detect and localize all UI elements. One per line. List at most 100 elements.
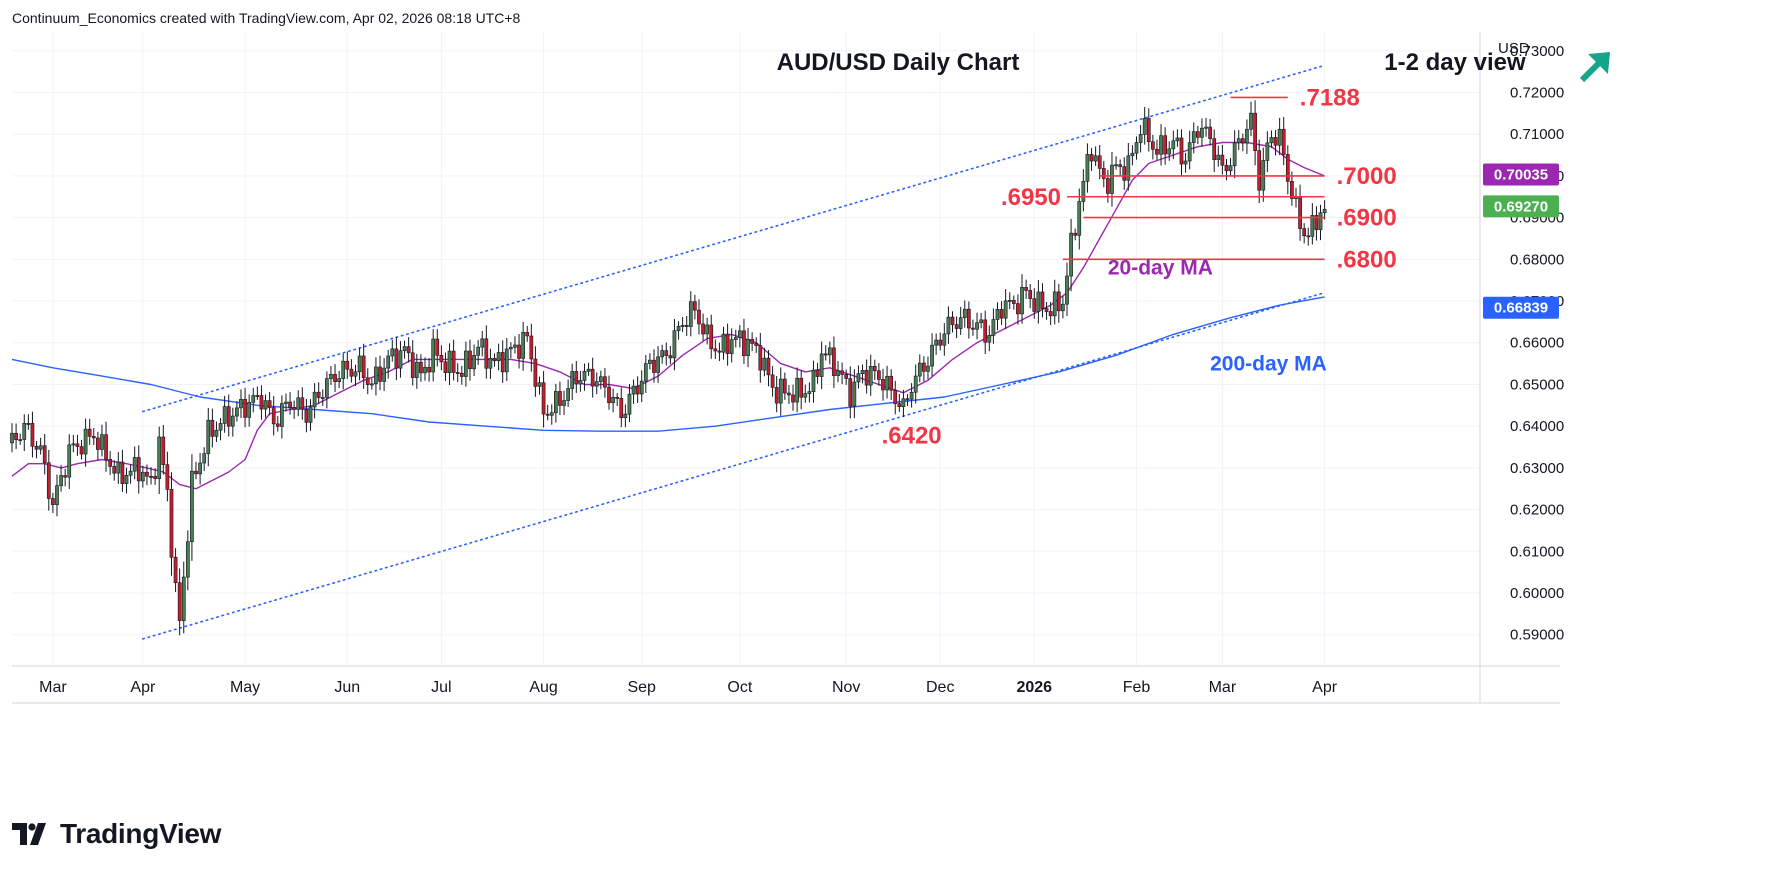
candle-up	[521, 332, 525, 359]
y-tick-label: 0.61000	[1510, 543, 1564, 560]
candle-up	[836, 370, 840, 376]
candle-up	[124, 474, 129, 484]
candle-up	[206, 419, 211, 454]
candle-down	[1179, 137, 1184, 165]
candle-down	[165, 464, 170, 490]
candle-down	[394, 348, 399, 369]
price-badge: 0.66839	[1483, 296, 1559, 319]
candle-down	[770, 374, 775, 388]
candle-up	[132, 457, 137, 472]
candle-down	[104, 434, 108, 460]
x-tick-label: Sep	[627, 679, 656, 696]
chart-subtitle: 1-2 day view	[1384, 49, 1526, 76]
candle-up	[1265, 142, 1270, 161]
candle-down	[782, 378, 787, 394]
candle-up	[325, 378, 329, 398]
candle-down	[120, 461, 125, 484]
price-badge-label: 0.69270	[1494, 198, 1548, 215]
candle-up	[1036, 291, 1041, 312]
candle-down	[112, 466, 117, 474]
candle-down	[1220, 154, 1225, 166]
candle-up	[59, 475, 63, 486]
candle-down	[615, 397, 620, 399]
candle-up	[926, 365, 930, 372]
candle-up	[1167, 148, 1172, 155]
candle-up	[1138, 134, 1143, 143]
y-tick-label: 0.65000	[1510, 376, 1564, 393]
candle-down	[169, 489, 174, 558]
candle-up	[1191, 131, 1196, 143]
price-axis[interactable]: USD0.730000.720000.710000.700000.690000.…	[1498, 40, 1564, 644]
x-tick-label: Feb	[1123, 679, 1151, 696]
candle-up	[71, 443, 76, 446]
candle-up	[627, 393, 632, 415]
candle-down	[1146, 118, 1151, 142]
candle-up	[934, 339, 938, 346]
candle-up	[251, 395, 256, 403]
candle-down	[1240, 138, 1245, 144]
candle-up	[1236, 138, 1241, 144]
candle-up	[672, 330, 677, 359]
tradingview-logo[interactable]: TradingView	[12, 818, 221, 850]
candle-down	[709, 324, 714, 350]
candle-down	[410, 352, 415, 378]
candle-up	[386, 355, 391, 369]
candle-down	[1285, 154, 1290, 182]
y-tick-label: 0.72000	[1510, 84, 1564, 101]
candle-up	[979, 319, 983, 324]
candle-down	[108, 459, 112, 467]
candle-up	[185, 541, 190, 578]
candle-up	[1204, 126, 1208, 129]
candle-up	[337, 378, 341, 383]
candle-up	[382, 367, 386, 382]
candle-up	[308, 406, 313, 423]
candle-down	[533, 358, 538, 387]
y-tick-label: 0.73000	[1510, 43, 1564, 60]
arrow-head	[1588, 52, 1610, 74]
candle-up	[504, 348, 509, 373]
candle-down	[1195, 131, 1200, 138]
candle-down	[333, 374, 337, 383]
candle-down	[590, 368, 595, 387]
candle-down	[877, 370, 881, 380]
candle-up	[230, 415, 235, 427]
brand-name: TradingView	[60, 818, 222, 849]
candle-down	[1302, 228, 1307, 237]
candle-down	[419, 361, 423, 374]
candle-up	[10, 432, 14, 444]
candle-down	[725, 333, 730, 354]
candle-up	[562, 400, 566, 406]
candle-up	[488, 358, 493, 369]
candle-up	[819, 353, 824, 377]
candle-down	[1056, 291, 1061, 312]
candle-down	[799, 377, 804, 398]
candle-up	[643, 363, 648, 382]
candle-down	[574, 371, 579, 385]
y-tick-label: 0.59000	[1510, 627, 1564, 644]
candle-up	[423, 366, 427, 374]
x-tick-label: Apr	[130, 679, 156, 696]
candle-down	[161, 436, 166, 465]
candle-down	[1290, 181, 1294, 199]
time-axis[interactable]: Mar Apr May Jun Jul Aug Sep Oct Nov Dec 2026 Feb Mar…	[39, 679, 1338, 696]
candle-up	[100, 434, 104, 450]
arrow-up-right-icon	[1579, 52, 1610, 83]
candle-down	[87, 428, 92, 437]
candle-down	[1024, 287, 1028, 291]
candle-up	[198, 462, 202, 475]
candle-up	[909, 391, 914, 400]
candle-down	[832, 347, 836, 376]
candle-up	[639, 380, 644, 395]
candle-down	[439, 355, 444, 363]
candle-down	[545, 413, 550, 416]
candle-down	[435, 338, 440, 356]
x-tick-label: Jul	[431, 679, 451, 696]
candle-up	[128, 470, 133, 476]
candle-down	[1122, 166, 1127, 181]
level-label: .6800	[1337, 246, 1397, 273]
candle-down	[34, 445, 39, 450]
candle-down	[1281, 128, 1286, 155]
candle-up	[447, 350, 452, 373]
candle-down	[173, 556, 178, 584]
